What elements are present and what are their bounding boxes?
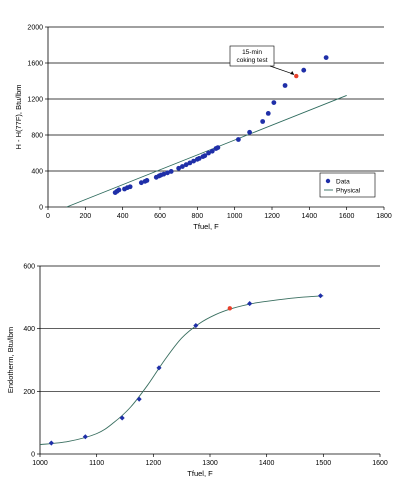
data-point-0-29 [247, 129, 253, 135]
highlight-point-1-0 [294, 73, 299, 79]
series-line-2 [66, 94, 347, 208]
chart-enthalpy: 0 400 800 1200 1600 2000 0 200 400 600 800 1000 1200… [14, 25, 392, 232]
data-point-0-14 [168, 169, 174, 174]
y-tick-label-600: 600 [23, 264, 35, 271]
data-point-0-17 [183, 162, 189, 168]
data-point-0-25 [209, 148, 215, 154]
data-point-0-23 [202, 153, 208, 159]
y-tick-label-400: 400 [23, 326, 35, 333]
data-point-0-15 [176, 165, 182, 171]
data-point-0-35 [323, 55, 329, 60]
annotation-arrowhead [290, 71, 295, 76]
data-point-0-21 [196, 156, 202, 161]
annotation-box [229, 45, 275, 67]
data-point-0-2 [116, 187, 122, 193]
y-tick-label-400: 400 [31, 169, 43, 176]
data-point-0-2 [119, 415, 125, 421]
data-point-0-18 [187, 160, 193, 166]
data-point-0-4 [156, 365, 162, 371]
y-tick-label-0: 0 [39, 205, 43, 212]
data-point-0-32 [271, 100, 277, 105]
data-point-0-31 [265, 111, 271, 116]
data-point-0-28 [236, 137, 241, 142]
legend-label-data: Data [336, 179, 350, 186]
series-line-2 [39, 295, 324, 446]
y-tick-label-1600: 1600 [27, 61, 43, 68]
highlight-point-1-0 [227, 306, 233, 311]
x-tick-label-1200: 1200 [146, 460, 162, 467]
data-point-0-1 [82, 434, 88, 440]
y-tick-label-800: 800 [31, 133, 43, 140]
chart-endotherm: 0 200 400 600 1000 1100 1200 1300 1400 1500 1600 Tf… [6, 264, 388, 479]
x-tick-label-1400: 1400 [302, 213, 318, 220]
data-point-0-6 [247, 301, 253, 307]
x-tick-label-1000: 1000 [227, 213, 243, 220]
x-tick-label-1000: 1000 [32, 460, 48, 467]
y-tick-label-1200: 1200 [27, 97, 43, 104]
data-point-0-19 [191, 158, 197, 164]
y-tick-label-200: 200 [23, 389, 35, 396]
x-tick-label-400: 400 [117, 213, 129, 220]
y-axis-label: Endotherm, Btu/lbm [6, 327, 15, 393]
data-point-0-5 [193, 322, 199, 329]
x-tick-label-800: 800 [191, 213, 203, 220]
data-point-0-12 [161, 171, 167, 177]
data-point-0-6 [138, 180, 144, 186]
x-tick-label-1400: 1400 [259, 460, 275, 467]
data-point-0-3 [136, 396, 142, 402]
x-tick-label-1600: 1600 [339, 213, 355, 220]
x-tick-label-1300: 1300 [202, 460, 218, 467]
x-axis-label: Tfuel, F [193, 222, 219, 231]
x-tick-label-1800: 1800 [376, 213, 392, 220]
legend-marker-data [325, 178, 331, 184]
data-point-0-8 [144, 178, 150, 183]
x-tick-label-1200: 1200 [264, 213, 280, 220]
data-point-0-0 [48, 440, 54, 446]
annotation-text-0: 15-min [242, 49, 262, 56]
x-tick-label-0: 0 [46, 213, 50, 220]
y-tick-label-2000: 2000 [27, 25, 43, 32]
x-tick-label-600: 600 [154, 213, 166, 220]
data-point-0-5 [127, 184, 133, 190]
legend-box [319, 172, 376, 198]
x-tick-label-1100: 1100 [89, 460, 104, 467]
annotation-text-1: coking test [236, 57, 267, 64]
x-axis-label: Tfuel, F [187, 469, 213, 478]
data-point-0-24 [206, 150, 211, 156]
data-point-0-13 [165, 170, 170, 176]
x-tick-label-1500: 1500 [316, 460, 332, 467]
data-point-0-34 [301, 67, 307, 73]
x-tick-label-200: 200 [79, 213, 91, 220]
x-tick-label-1600: 1600 [372, 460, 388, 467]
y-axis-label: H - H(77F), Btu/lbm [14, 84, 23, 149]
annotation-arrow [269, 65, 294, 75]
data-point-0-33 [282, 83, 288, 88]
legend-label-physical: Physical [336, 188, 361, 195]
y-tick-label-0: 0 [31, 452, 35, 459]
data-point-0-27 [215, 145, 221, 151]
data-point-0-7 [317, 293, 324, 299]
data-point-0-30 [260, 119, 266, 124]
data-point-0-16 [180, 164, 185, 169]
